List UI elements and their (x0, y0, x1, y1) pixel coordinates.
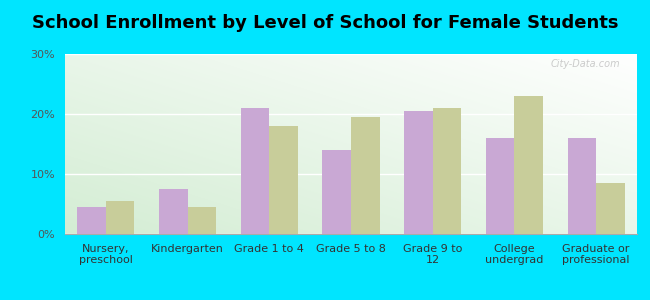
Bar (596, 183, 625, 234)
Bar (240, 108, 269, 234)
Bar (77, 207, 106, 234)
Bar (404, 111, 433, 234)
Bar (351, 117, 380, 234)
Text: City-Data.com: City-Data.com (550, 59, 620, 69)
Bar (188, 207, 216, 234)
Bar (106, 201, 135, 234)
Bar (514, 96, 543, 234)
Text: School Enrollment by Level of School for Female Students: School Enrollment by Level of School for… (32, 14, 618, 32)
Bar (433, 108, 462, 234)
Bar (322, 150, 351, 234)
Bar (486, 138, 514, 234)
Bar (567, 138, 596, 234)
Bar (269, 126, 298, 234)
Bar (159, 189, 188, 234)
